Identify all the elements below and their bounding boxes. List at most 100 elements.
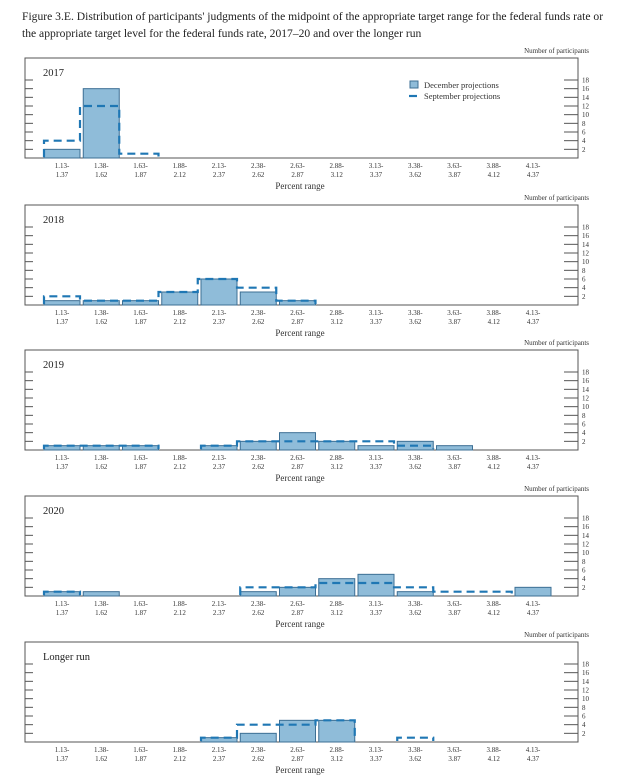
ytick-label: 8 [582,704,586,712]
legend-label-december: December projections [424,80,499,90]
xtick-label: 2.63- [290,309,305,317]
panel-frame [24,495,579,597]
xtick-label: 3.12 [331,171,344,179]
xtick-label: 1.62 [95,463,108,471]
xtick-label: 3.87 [448,463,461,471]
xtick-label: 3.87 [448,755,461,763]
december-bar [357,573,395,597]
september-line [199,719,435,741]
xtick-label: 4.37 [527,318,540,326]
xtick-label: 2.88- [329,600,344,608]
xtick-label: 3.88- [486,162,501,170]
xtick-label: 3.87 [448,171,461,179]
panel-title: Longer run [43,652,91,663]
figure-caption: Figure 3.E. Distribution of participants… [22,10,604,40]
ytick-label: 14 [582,386,590,394]
ytick-label: 16 [582,377,590,385]
xtick-label: 2.13- [212,746,227,754]
december-bar [82,591,120,597]
december-bar [82,88,120,159]
december-bar [514,586,552,597]
xtick-label: 4.13- [526,162,541,170]
xtick-label: 3.13- [369,454,384,462]
ytick-label: 2 [582,730,586,738]
legend-label-september: September projections [424,91,500,101]
xtick-label: 3.63- [447,454,462,462]
ytick-label: 4 [582,284,586,292]
xtick-label: 3.62 [409,609,422,617]
xtick-label: 2.12 [174,318,187,326]
ylabel-text: Number of participants [524,47,589,55]
xtick-label: 2.13- [212,309,227,317]
ytick-label: 4 [582,721,586,729]
december-bar [43,148,81,159]
ytick-label: 10 [582,111,590,119]
xtick-label: 2.12 [174,171,187,179]
ytick-label: 18 [582,369,590,377]
ytick-label: 10 [582,549,590,557]
ytick-label: 10 [582,258,590,266]
ytick-label: 10 [582,403,590,411]
xtick-label: 2.38- [251,454,266,462]
ytick-label: 14 [582,532,590,540]
xtick-label: 3.62 [409,318,422,326]
panel-frame [24,57,579,159]
xtick-label: 1.37 [56,171,69,179]
ytick-label: 10 [582,695,590,703]
panel-title: 2018 [43,215,64,226]
xtick-label: 1.63- [133,454,148,462]
xtick-label: 3.13- [369,309,384,317]
september-line [42,440,435,449]
ytick-label: 8 [582,267,586,275]
xtick-label: 3.37 [370,755,383,763]
xtick-label: 2.13- [212,600,227,608]
ytick-label: 16 [582,232,590,240]
xtick-label: 1.87 [134,609,147,617]
december-bar [318,440,356,451]
xtick-label: 3.37 [370,171,383,179]
xtick-label: 2.63- [290,162,305,170]
xtick-label: 2.62 [252,463,265,471]
ytick-label: 12 [582,687,590,695]
ytick-label: 12 [582,103,590,111]
xtick-label: 2.87 [291,609,304,617]
panel-title: 2017 [43,68,64,79]
xtick-label: 4.12 [488,318,501,326]
december-bar [239,440,277,451]
ytick-label: 16 [582,85,590,93]
xtick-label: 2.37 [213,171,226,179]
xtick-label: 4.37 [527,755,540,763]
xtick-label: 4.37 [527,171,540,179]
ylabel-text: Number of participants [524,485,589,493]
ytick-label: 16 [582,523,590,531]
xtick-label: 4.12 [488,171,501,179]
ytick-label: 18 [582,77,590,85]
xtick-label: 1.63- [133,309,148,317]
xtick-label: 2.37 [213,755,226,763]
xtick-label: 3.87 [448,318,461,326]
xtick-label: 2.13- [212,454,227,462]
xtick-label: 1.37 [56,318,69,326]
xtick-label: 1.62 [95,755,108,763]
ytick-label: 6 [582,713,586,721]
december-bar [357,445,395,451]
ylabel-text: Number of participants [524,339,589,347]
december-bar [396,591,434,597]
xtick-label: 4.13- [526,309,541,317]
xtick-label: 3.12 [331,755,344,763]
ytick-label: 14 [582,241,590,249]
september-line [42,104,160,157]
xtick-label: 2.12 [174,609,187,617]
xtick-label: 3.13- [369,600,384,608]
xtick-label: 4.13- [526,600,541,608]
xtick-label: 4.37 [527,463,540,471]
xtick-label: 2.62 [252,171,265,179]
xtick-label: 1.62 [95,171,108,179]
legend-swatch-december [409,80,419,89]
xtick-label: 1.37 [56,609,69,617]
xlabel-text: Percent range [275,181,324,191]
ytick-label: 12 [582,250,590,258]
